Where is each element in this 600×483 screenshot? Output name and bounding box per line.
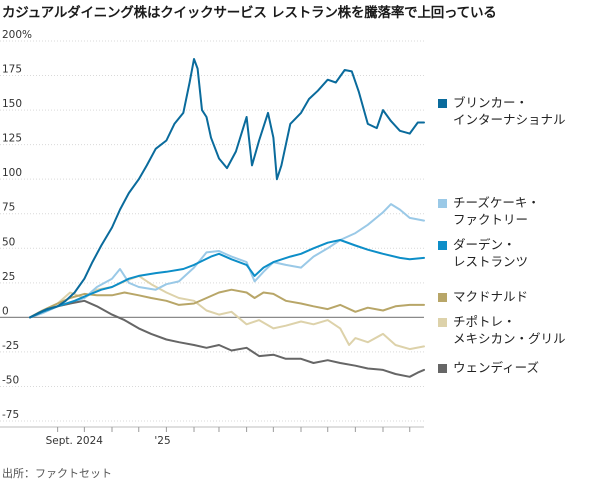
y-tick-label: 0 <box>2 305 9 317</box>
series-line-3 <box>29 288 425 319</box>
series-line-0 <box>29 58 425 319</box>
y-tick-label: -25 <box>2 340 19 352</box>
legend-swatch-mcdonalds <box>438 293 447 302</box>
y-tick-label: 50 <box>2 236 15 248</box>
legend-swatch-chipotle <box>438 318 447 327</box>
series-line-1 <box>29 203 425 319</box>
legend-label-wendys: ウェンディーズ <box>453 360 540 375</box>
legend-label-chipotle: チポトレ・ メキシカン・グリル <box>453 314 566 346</box>
y-tick-label: 150 <box>2 98 22 110</box>
y-axis-labels: 200% 175 150 125 100 75 50 25 0 -25 -50 -75 <box>2 29 32 421</box>
x-axis-labels: Sept. 2024 '25 <box>46 435 171 447</box>
legend-label-cheesecake: チーズケーキ・ ファクトリー <box>453 195 540 227</box>
y-tick-label: 200% <box>2 29 32 41</box>
x-tick-label: Sept. 2024 <box>46 435 104 447</box>
series-lines <box>29 58 425 378</box>
series-line-5 <box>29 299 425 378</box>
legend-swatch-darden <box>438 241 447 250</box>
legend-label-darden: ダーデン・ レストランツ <box>453 237 529 269</box>
series-line-4 <box>29 274 425 351</box>
legend-item-mcdonalds: マクドナルド <box>438 288 528 305</box>
legend-item-cheesecake: チーズケーキ・ ファクトリー <box>438 194 540 228</box>
series-line-2 <box>29 239 425 319</box>
x-axis-ticks <box>57 427 411 432</box>
legend-swatch-wendys <box>438 364 447 373</box>
legend-item-chipotle: チポトレ・ メキシカン・グリル <box>438 313 566 347</box>
chart-title: カジュアルダイニング株はクイックサービス レストラン株を騰落率で上回っている <box>2 5 497 21</box>
legend-swatch-brinker <box>438 99 447 108</box>
y-tick-label: 125 <box>2 133 22 145</box>
y-tick-label: 100 <box>2 167 22 179</box>
y-tick-label: 25 <box>2 271 15 283</box>
y-tick-label: 175 <box>2 64 22 76</box>
legend-item-darden: ダーデン・ レストランツ <box>438 236 528 270</box>
y-tick-label: -75 <box>2 409 19 421</box>
x-tick-label: '25 <box>154 435 170 447</box>
legend-swatch-cheesecake <box>438 199 447 208</box>
legend-label-brinker: ブリンカー・ インターナショナル <box>453 95 566 127</box>
legend-item-brinker: ブリンカー・ インターナショナル <box>438 94 566 128</box>
source-note: 出所：ファクトセット <box>2 467 112 480</box>
legend-label-mcdonalds: マクドナルド <box>453 289 529 304</box>
y-tick-label: -50 <box>2 374 19 386</box>
y-tick-label: 75 <box>2 202 15 214</box>
legend-item-wendys: ウェンディーズ <box>438 359 539 376</box>
